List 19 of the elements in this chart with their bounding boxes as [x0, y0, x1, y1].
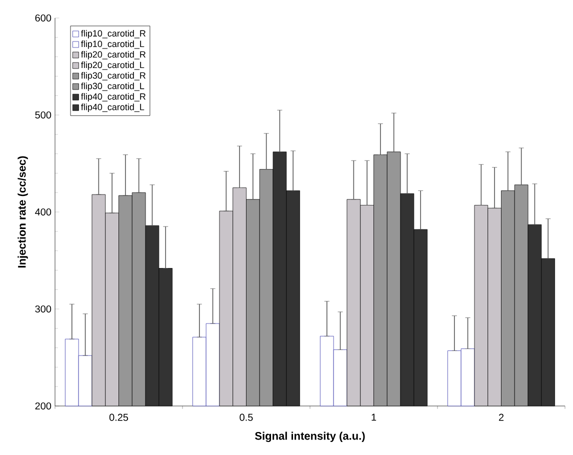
x-tick-label: 0.5: [240, 414, 253, 421]
legend-label: flip40_carotid_L: [81, 104, 144, 112]
legend-label: flip40_carotid_R: [81, 93, 146, 102]
legend-label: flip30_carotid_L: [81, 82, 144, 91]
y-tick-label: 500: [35, 111, 52, 119]
x-tick-label: 2: [498, 414, 504, 421]
legend-label: flip20_carotid_L: [81, 62, 144, 70]
y-tick-label: 400: [35, 208, 52, 216]
legend-label: flip30_carotid_R: [81, 72, 146, 80]
legend-label: flip10_carotid_L: [81, 40, 144, 49]
y-tick-label: 600: [35, 14, 52, 22]
legend-label: flip20_carotid_R: [81, 51, 146, 60]
y-tick-label: 300: [35, 305, 52, 313]
x-tick-label: 0.25: [109, 414, 128, 421]
legend-label: flip10_carotid_R: [81, 30, 146, 38]
y-axis-title: Injection rate (cc/sec): [18, 156, 28, 268]
x-axis-title: Signal intensity (a.u.): [255, 432, 365, 442]
x-tick-label: 1: [372, 414, 376, 421]
y-tick-label: 200: [35, 402, 52, 410]
